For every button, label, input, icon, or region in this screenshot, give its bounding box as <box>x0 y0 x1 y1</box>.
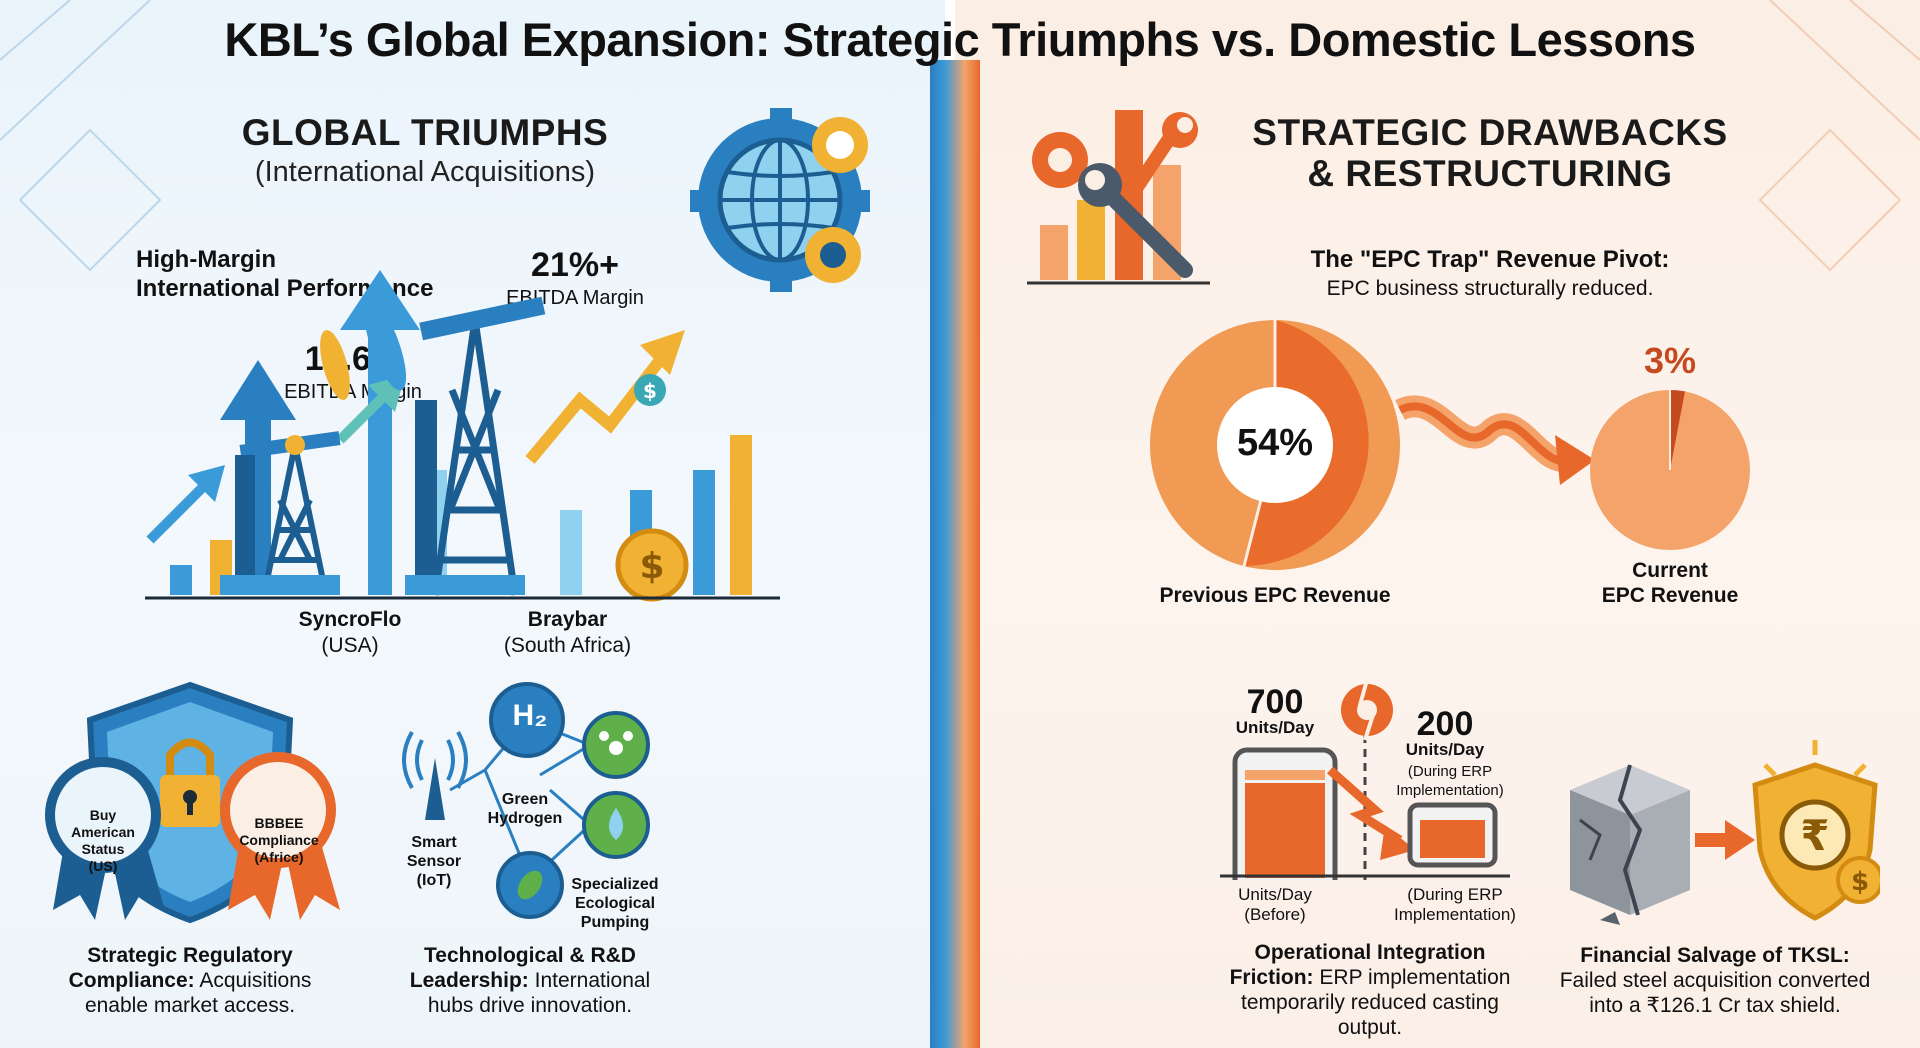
after-axis-line: Implementation) <box>1394 905 1516 924</box>
syncroflo-name: SyncroFlo <box>298 608 402 631</box>
compliance-caption-bold2: Compliance: <box>68 969 195 992</box>
ops-caption-bold1: Operational Integration <box>1254 941 1486 964</box>
green-hydrogen-label: Green Hydrogen <box>480 790 570 828</box>
h2-icon: H₂ <box>512 699 548 732</box>
wrench-chart-icon <box>1027 110 1210 285</box>
before-axis-line: (Before) <box>1244 905 1306 924</box>
financial-caption: Financial Salvage of TKSL: Failed steel … <box>1550 943 1880 1018</box>
before-output-value: 700 <box>1246 683 1304 721</box>
svg-text:$: $ <box>1851 867 1869 897</box>
financial-caption-line2: Failed steel acquisition converted <box>1559 969 1871 992</box>
badge-us-line: American <box>71 824 135 840</box>
svg-text:₹: ₹ <box>1800 811 1829 860</box>
eco-pumping-line: Specialized <box>571 876 659 893</box>
previous-epc-value: 54% <box>1236 422 1314 464</box>
smart-sensor-label: Smart Sensor (IoT) <box>394 833 474 890</box>
casting-output-illustration <box>1220 679 1510 880</box>
epc-trap-title: The "EPC Trap" Revenue Pivot: <box>1310 246 1670 273</box>
perf-title-line-1: High-Margin <box>136 246 276 273</box>
badge-af-line: (Africe) <box>254 849 304 865</box>
braybar-margin-value: 21%+ <box>531 246 619 284</box>
rd-caption: Technological & R&D Leadership: Internat… <box>380 943 680 1018</box>
badge-af-line: Compliance <box>239 832 319 848</box>
ops-caption-bold2: Friction: <box>1229 966 1314 989</box>
after-note-line: (During ERP <box>1407 763 1493 780</box>
ops-caption-line4: output. <box>1337 1016 1403 1039</box>
globe-gear-icon <box>690 108 870 292</box>
tech-network-illustration <box>402 682 650 919</box>
eco-pumping-line: Ecological <box>574 895 656 912</box>
green-hydrogen-line: Green <box>501 791 549 808</box>
global-triumphs-subheading: (International Acquisitions) <box>254 156 596 188</box>
current-epc-value: 3% <box>1643 340 1697 381</box>
page-title: KBL’s Global Expansion: Strategic Triump… <box>224 13 1696 66</box>
rd-caption-line3: hubs drive innovation. <box>427 994 633 1017</box>
braybar-name: Braybar <box>527 608 608 631</box>
buy-american-badge: Buy American Status (US) <box>55 807 151 875</box>
bbbee-badge: BBBEE Compliance (Africe) <box>231 815 327 866</box>
eco-pumping-line: Pumping <box>580 914 650 931</box>
epc-trap-subtitle: EPC business structurally reduced. <box>1326 277 1654 300</box>
right-decorative-lines <box>1758 0 1920 272</box>
global-triumphs-heading: GLOBAL TRIUMPHS <box>241 112 609 153</box>
oil-pump-growth-illustration: $ $ <box>145 270 780 602</box>
badge-us-line: Buy <box>89 807 117 823</box>
after-axis-line: (During ERP <box>1407 885 1503 904</box>
braybar-country: (South Africa) <box>503 634 632 657</box>
current-epc-label-1: Current <box>1632 559 1708 582</box>
smart-sensor-line: (IoT) <box>416 872 452 889</box>
financial-caption-line3: into a ₹126.1 Cr tax shield. <box>1589 994 1841 1017</box>
current-epc-label-2: EPC Revenue <box>1601 584 1739 607</box>
epc-pie-charts <box>1150 320 1750 570</box>
before-axis-label: Units/Day (Before) <box>1210 885 1340 925</box>
drawbacks-heading-line-2: & RESTRUCTURING <box>1307 153 1673 194</box>
tax-shield-illustration: ₹ $ <box>1570 740 1880 925</box>
badge-us-line: Status <box>81 841 125 857</box>
compliance-caption-line3: enable market access. <box>84 994 296 1017</box>
svg-text:$: $ <box>643 379 657 403</box>
rd-caption-rest: International <box>528 969 651 992</box>
compliance-caption-rest: Acquisitions <box>194 969 312 992</box>
previous-epc-label: Previous EPC Revenue <box>1159 584 1391 607</box>
smart-sensor-line: Sensor <box>406 853 462 870</box>
drawbacks-heading-line-1: STRATEGIC DRAWBACKS <box>1252 112 1728 153</box>
left-decorative-lines <box>0 0 162 272</box>
compliance-shield-illustration <box>45 681 340 924</box>
ops-caption: Operational Integration Friction: ERP im… <box>1210 940 1530 1040</box>
before-output-unit: Units/Day <box>1235 718 1315 737</box>
after-output-unit: Units/Day <box>1405 740 1485 759</box>
after-axis-label: (During ERP Implementation) <box>1375 885 1535 925</box>
green-hydrogen-line: Hydrogen <box>487 810 563 827</box>
compliance-caption-bold: Strategic Regulatory <box>87 944 293 967</box>
badge-us-line: (US) <box>88 858 118 874</box>
rd-caption-bold: Technological & R&D <box>424 944 636 967</box>
after-note-line: Implementation) <box>1396 782 1504 799</box>
ops-caption-line3: temporarily reduced casting <box>1241 991 1499 1014</box>
eco-pumping-label: Specialized Ecological Pumping <box>560 875 670 932</box>
after-output-note: (During ERP Implementation) <box>1385 762 1515 800</box>
center-divider <box>930 60 980 1048</box>
financial-caption-bold: Financial Salvage of TKSL: <box>1580 944 1850 967</box>
ops-caption-rest: ERP implementation <box>1313 966 1511 989</box>
before-axis-line: Units/Day <box>1238 885 1312 904</box>
rd-caption-bold2: Leadership: <box>409 969 529 992</box>
smart-sensor-line: Smart <box>411 834 457 851</box>
badge-af-line: BBBEE <box>254 815 304 831</box>
syncroflo-country: (USA) <box>321 634 379 657</box>
compliance-caption: Strategic Regulatory Compliance: Acquisi… <box>30 943 350 1018</box>
svg-text:$: $ <box>639 546 664 587</box>
after-output-value: 200 <box>1416 705 1474 743</box>
